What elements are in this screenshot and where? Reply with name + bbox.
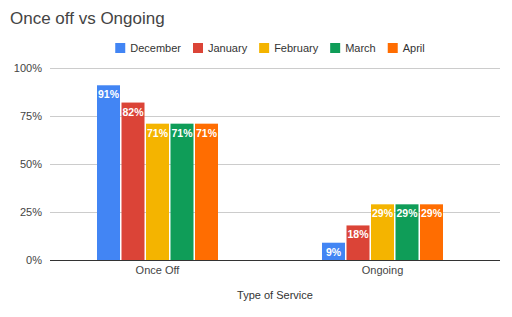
bar [195,124,218,260]
legend-item: February [259,42,319,54]
legend-item: April [388,42,425,54]
data-label: 29% [421,207,443,219]
legend-label: January [208,42,248,54]
x-tick-label: Once Off [136,264,181,276]
legend: December January February March April [115,42,425,54]
legend-swatch [330,43,340,53]
bar [322,243,345,260]
data-labels: 91%82%71%71%71%9%18%29%29%29% [98,88,443,257]
legend-item: March [330,42,376,54]
grid-line [50,68,500,69]
data-label: 18% [347,228,369,240]
bar [396,204,419,260]
data-label: 82% [122,106,144,118]
x-tick-label: Ongoing [362,264,404,276]
data-label: 91% [98,88,120,100]
legend-label: February [274,42,319,54]
bar [122,103,145,260]
data-label: 71% [147,127,169,139]
bar [171,124,194,260]
legend-swatch [115,43,125,53]
legend-label: March [345,42,376,54]
data-label: 71% [171,127,193,139]
bar [420,204,443,260]
legend-item: December [115,42,181,54]
bar [371,204,394,260]
y-tick-label: 100% [14,62,42,74]
data-label: 29% [396,207,418,219]
legend-label: April [403,42,425,54]
y-tick-label: 0% [26,254,42,266]
bars [97,85,443,260]
x-axis-label: Type of Service [237,289,313,301]
y-tick-label: 75% [20,110,42,122]
title: Once off vs Ongoing [10,9,165,28]
legend-swatch [193,43,203,53]
bar [146,124,169,260]
data-label: 71% [196,127,218,139]
legend-swatch [259,43,269,53]
bar [97,85,120,260]
legend-swatch [388,43,398,53]
legend-item: January [193,42,248,54]
bar [347,225,370,260]
data-label: 29% [372,207,394,219]
legend-label: December [130,42,181,54]
data-label: 9% [326,246,342,258]
y-tick-label: 50% [20,158,42,170]
y-tick-label: 25% [20,206,42,218]
chart: Once off vs Ongoing 0% 25% 50% 75% 100% 91%82%… [0,0,512,317]
